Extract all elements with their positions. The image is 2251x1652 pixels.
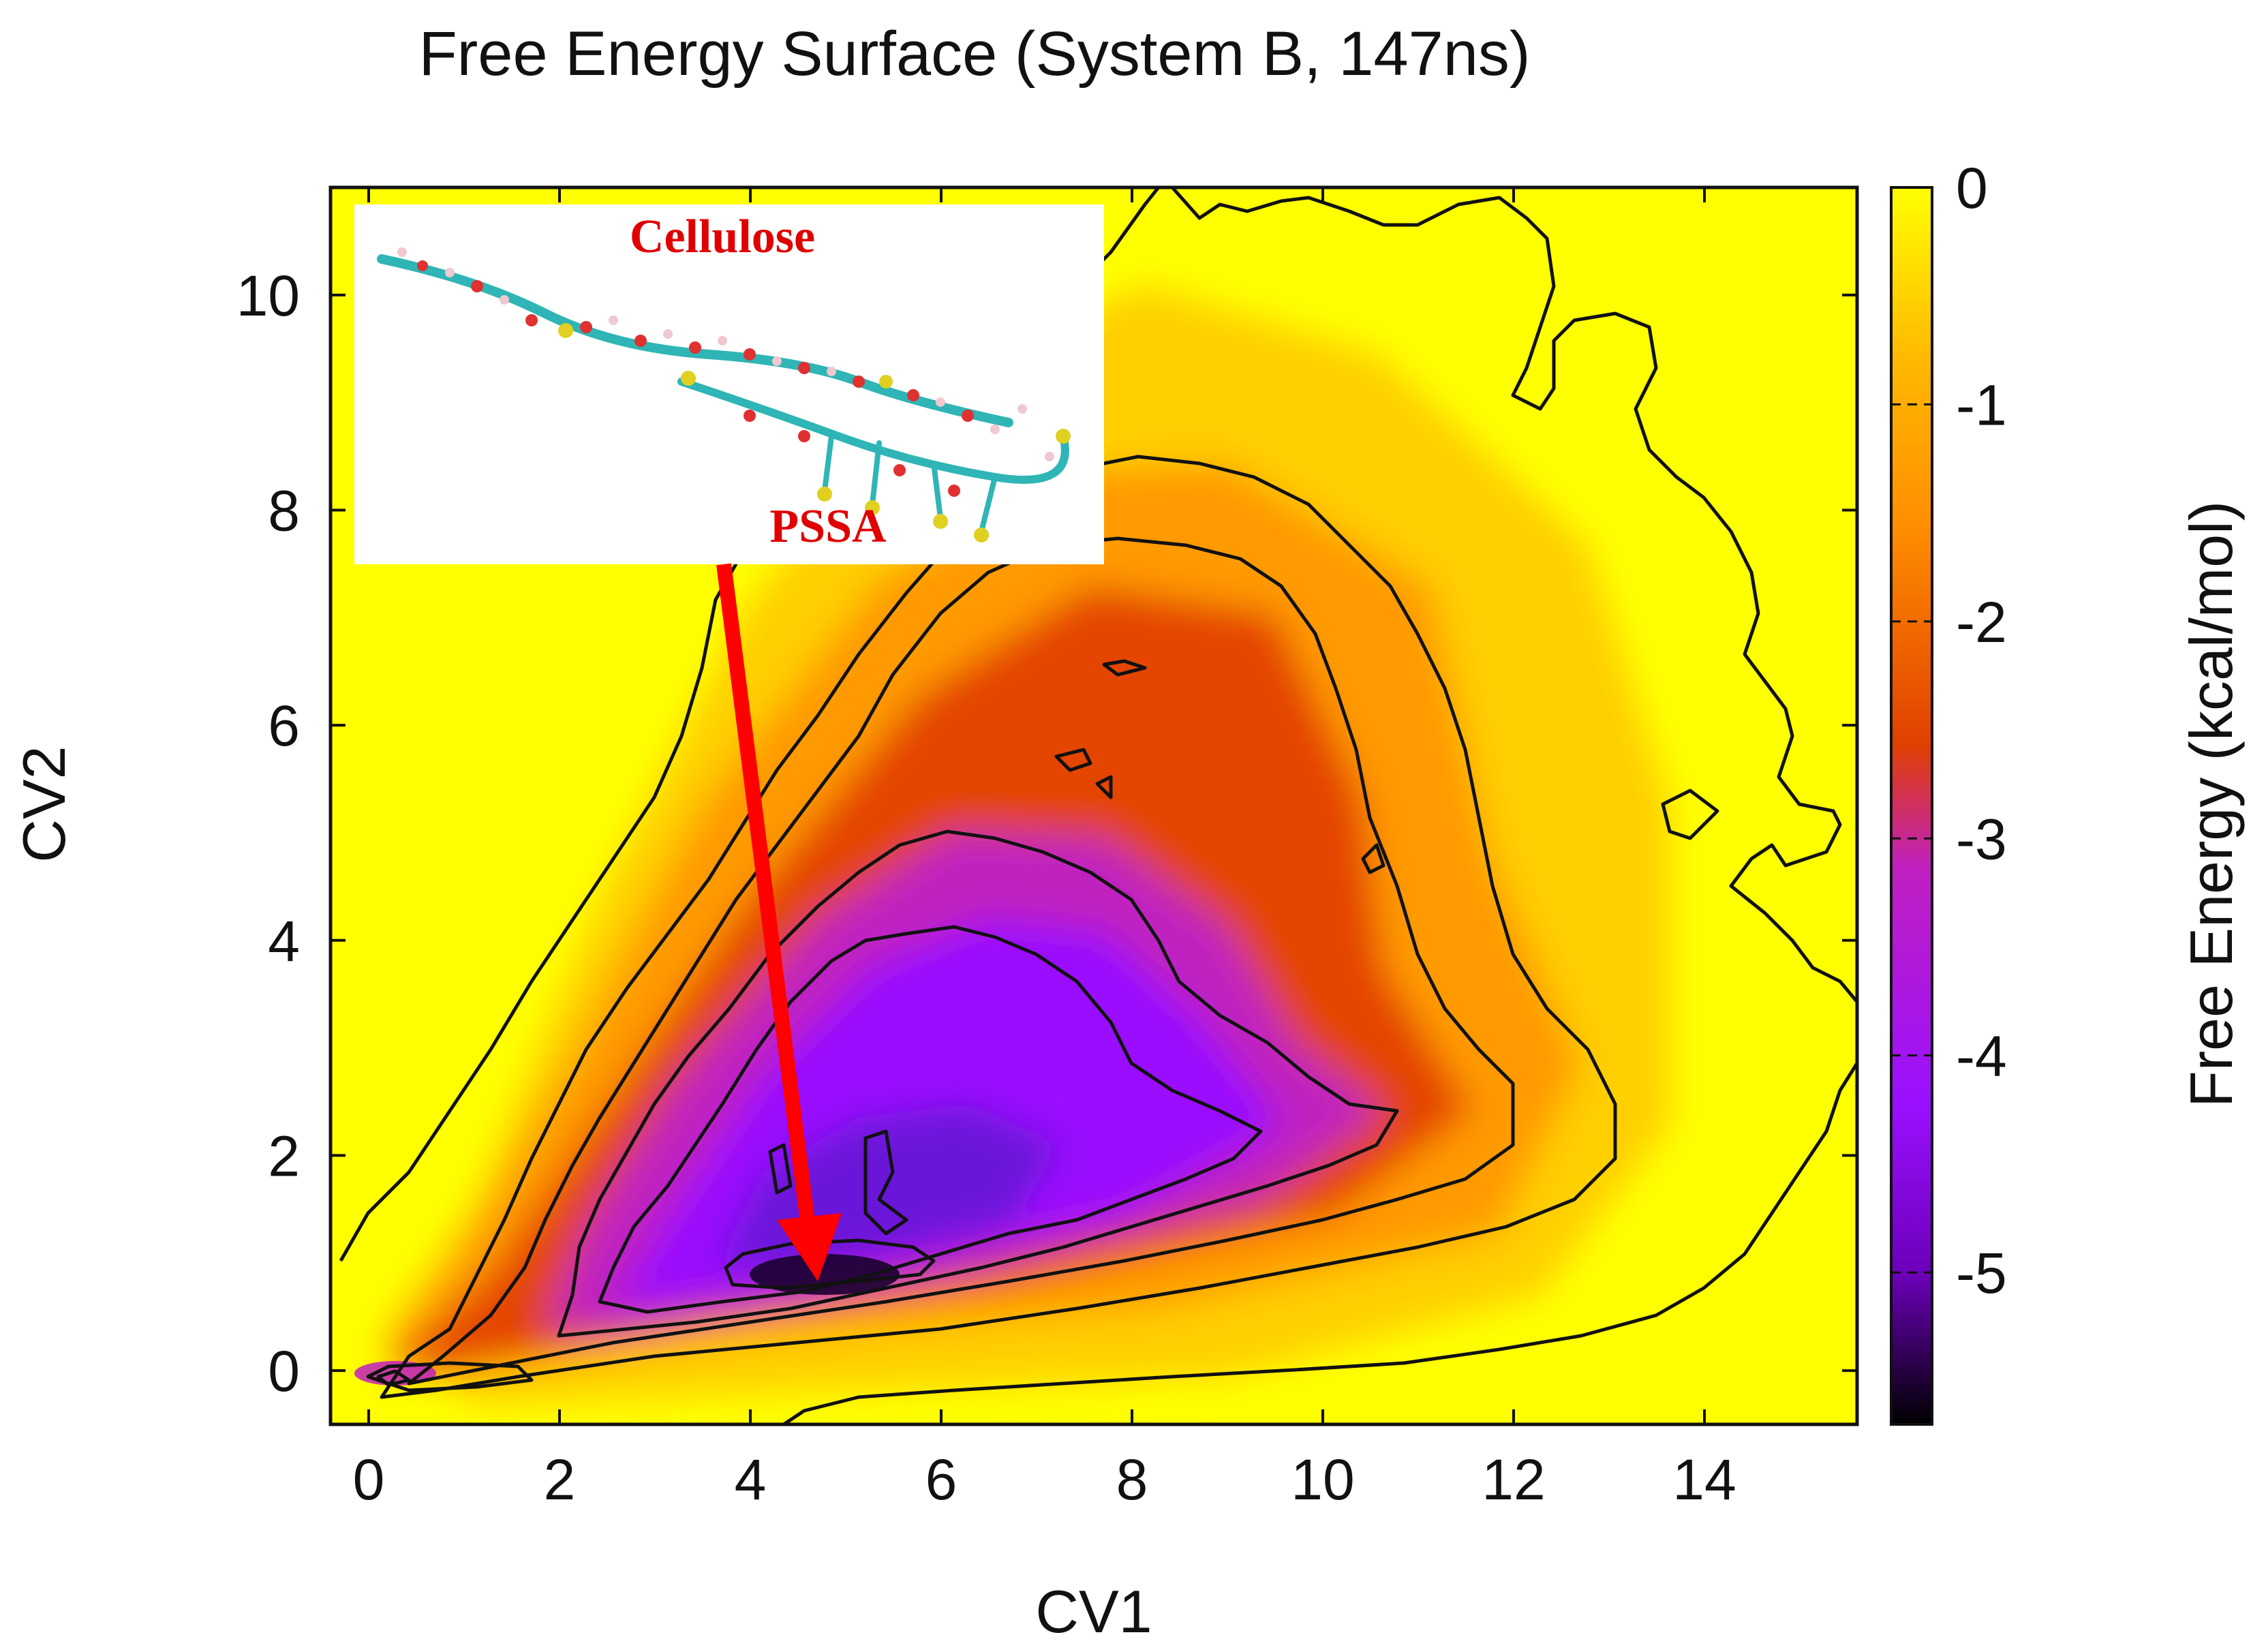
colorbar-label: Free Energy (kcal/mol) [2177,501,2245,1107]
contour-island-2 [1361,843,1385,874]
contour-island-1 [1661,789,1719,840]
y-axis-label: CV2 [10,746,78,862]
x-axis-ticks: 0 2 4 6 8 10 12 14 [353,187,1736,1512]
cellulose-backbone [377,254,1013,427]
x-tick-label-6: 12 [1482,1448,1545,1512]
atoms-hydrogen [397,247,1054,461]
x-tick-label-1: 2 [544,1448,576,1512]
colorbar-tick-label-0: 0 [1956,156,1988,220]
colorbar-tick-label-4: -4 [1956,1024,2007,1088]
colorbar-gradient [1890,186,1933,1426]
contour-island-3 [1054,748,1113,799]
x-tick-label-0: 0 [353,1448,385,1512]
x-tick-label-4: 8 [1116,1448,1148,1512]
x-axis-label: CV1 [1035,1578,1152,1645]
pssa-chain [677,378,1069,484]
x-tick-label-5: 10 [1291,1448,1354,1512]
y-tick-label-2: 4 [268,909,300,973]
colorbar-tick-label-1: -1 [1956,373,2007,437]
y-tick-label-3: 6 [268,694,300,758]
colorbar-tick-label-3: -3 [1956,807,2007,871]
inset-molecule-image: Cellulose PSSA [354,204,1104,564]
colorbar: 0 -1 -2 -3 -4 -5 [1890,156,2007,1426]
y-tick-label-0: 0 [268,1339,300,1403]
contour-level-minus-2 [407,536,1515,1386]
colorbar-ticks: 0 -1 -2 -3 -4 -5 [1891,156,2007,1305]
contour-level-minus-4 [598,925,1263,1314]
colorbar-tick-label-5: -5 [1956,1241,2007,1305]
contour-level-minus-1 [380,455,1617,1399]
x-tick-label-3: 6 [925,1448,958,1512]
chart-title: Free Energy Surface (System B, 147ns) [418,19,1530,89]
global-minimum-core [750,1254,900,1295]
contour-level-minus-3 [557,829,1399,1338]
inset-top-label: Cellulose [630,211,815,263]
molecule-drawing [377,247,1071,542]
x-tick-label-7: 14 [1672,1448,1736,1512]
arrow [716,563,842,1281]
pssa-side-chains [822,433,998,534]
contour-island-4 [1102,659,1147,677]
atoms-oxygen [417,260,974,497]
contour-island-5 [768,1129,908,1236]
colorbar-tick-label-2: -2 [1956,590,2007,654]
x-tick-label-2: 4 [735,1448,767,1512]
atoms-sulfur [558,323,1071,542]
inset-bottom-label: PSSA [769,500,887,553]
plot-frame [328,185,1859,1426]
arrow-head [777,1213,842,1281]
y-tick-label-5: 10 [236,264,300,328]
y-axis-ticks: 0 2 4 6 8 10 [236,264,1857,1403]
contour-origin-loop [366,1361,534,1392]
y-tick-label-1: 2 [268,1124,300,1188]
arrow-shaft [716,563,816,1228]
contour-level-minus-5 [724,1238,936,1290]
inset-background [354,204,1104,564]
y-tick-label-4: 8 [268,478,300,542]
